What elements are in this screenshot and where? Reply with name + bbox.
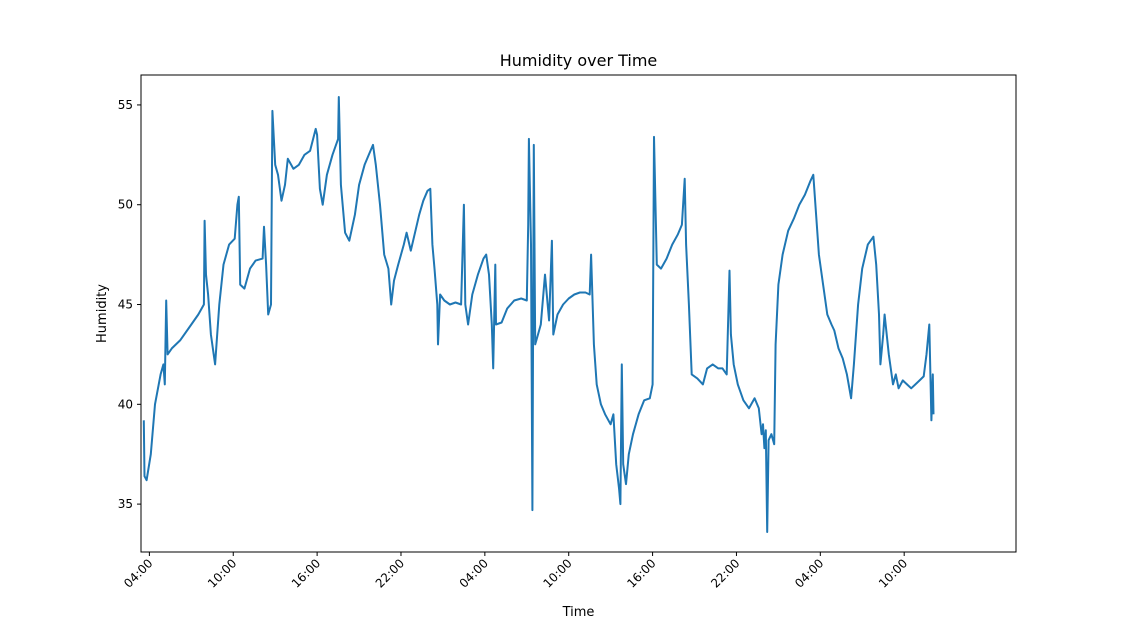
y-tick-label: 50 (118, 198, 133, 212)
y-tick-label: 55 (118, 98, 133, 112)
y-axis-label: Humidity (95, 284, 110, 343)
x-tick-label: 10:00 (876, 556, 910, 590)
x-tick-label: 10:00 (540, 556, 574, 590)
y-tick-label: 35 (118, 497, 133, 511)
x-tick-label: 16:00 (289, 556, 323, 590)
x-tick-label: 04:00 (792, 556, 826, 590)
plot-area-frame (140, 74, 1017, 553)
x-axis-ticks: 04:00 10:00 16:00 22:00 04:00 10:00 16:00 22:00… (121, 552, 910, 591)
series-layer (142, 96, 935, 533)
x-tick-label: 04:00 (121, 556, 155, 590)
x-tick-label: 04:00 (457, 556, 491, 590)
humidity-series-line (142, 96, 935, 533)
x-tick-label: 22:00 (373, 556, 407, 590)
x-axis-label: Time (562, 605, 595, 620)
y-tick-label: 40 (118, 397, 133, 411)
x-tick-label: 22:00 (708, 556, 742, 590)
y-tick-label: 45 (118, 298, 133, 312)
x-tick-label: 10:00 (205, 556, 239, 590)
x-tick-label: 16:00 (624, 556, 658, 590)
chart-title: Humidity over Time (500, 51, 658, 70)
y-axis-ticks: 35 40 45 50 55 (118, 98, 141, 511)
